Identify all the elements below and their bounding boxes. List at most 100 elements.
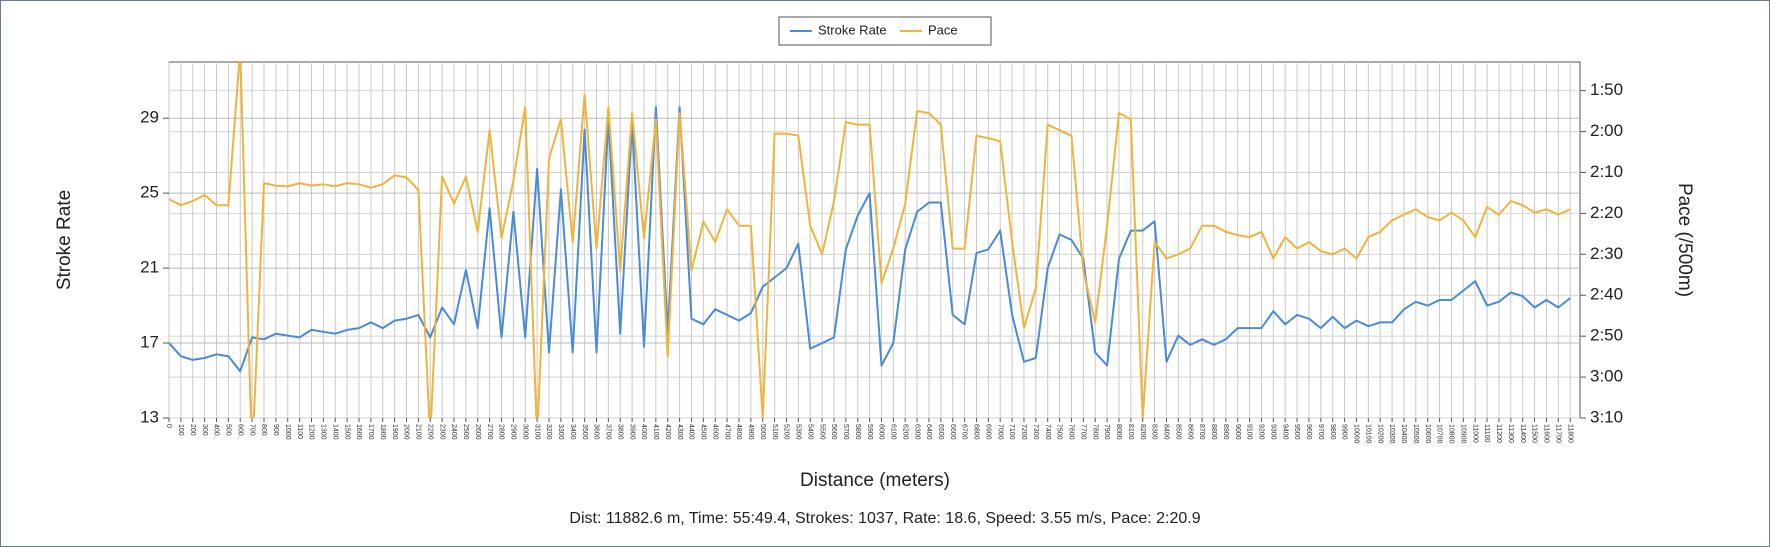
y2-tick-label: 2:20 bbox=[1590, 203, 1623, 222]
x-tick-label: 9600 bbox=[1305, 424, 1312, 440]
x-tick-label: 11600 bbox=[1543, 424, 1550, 443]
x-tick-label: 10500 bbox=[1412, 424, 1419, 444]
x-tick-label: 7100 bbox=[1008, 424, 1015, 440]
x-tick-label: 7400 bbox=[1044, 424, 1051, 440]
x-tick-label: 1500 bbox=[343, 424, 350, 440]
x-tick-label: 10000 bbox=[1353, 424, 1360, 444]
x-tick-label: 6100 bbox=[890, 424, 897, 440]
x-tick-label: 8700 bbox=[1198, 424, 1205, 440]
x-tick-label: 8200 bbox=[1139, 424, 1146, 440]
x-tick-label: 4300 bbox=[676, 424, 683, 440]
x-tick-label: 8100 bbox=[1127, 424, 1134, 440]
x-tick-label: 3300 bbox=[557, 424, 564, 440]
x-tick-label: 10100 bbox=[1364, 424, 1371, 444]
x-tick-label: 5300 bbox=[795, 424, 802, 440]
y2-tick-label: 2:00 bbox=[1590, 121, 1623, 140]
y2-tick-label: 2:10 bbox=[1590, 162, 1623, 181]
x-tick-label: 400 bbox=[213, 424, 220, 436]
x-tick-label: 8800 bbox=[1210, 424, 1217, 440]
x-tick-label: 5600 bbox=[830, 424, 837, 440]
x-tick-label: 11500 bbox=[1531, 424, 1538, 443]
y-tick-label: 25 bbox=[140, 183, 159, 202]
x-tick-label: 1900 bbox=[391, 424, 398, 440]
x-tick-label: 5000 bbox=[759, 424, 766, 440]
x-tick-label: 6200 bbox=[901, 424, 908, 440]
x-axis-label: Distance (meters) bbox=[800, 470, 950, 491]
x-tick-label: 700 bbox=[248, 424, 255, 436]
x-tick-label: 3500 bbox=[581, 424, 588, 440]
x-tick-label: 9500 bbox=[1293, 424, 1300, 440]
x-tick-label: 2700 bbox=[486, 424, 493, 440]
x-tick-label: 3600 bbox=[593, 424, 600, 440]
x-tick-label: 4000 bbox=[640, 424, 647, 440]
x-tick-label: 500 bbox=[225, 424, 232, 436]
y-tick-label: 17 bbox=[140, 333, 159, 352]
x-tick-label: 9700 bbox=[1317, 424, 1324, 440]
y2-tick-label: 3:00 bbox=[1590, 367, 1623, 386]
x-tick-label: 9000 bbox=[1234, 424, 1241, 440]
series-line bbox=[169, 62, 1571, 418]
x-tick-label: 10300 bbox=[1388, 424, 1395, 444]
x-tick-label: 6400 bbox=[925, 424, 932, 440]
x-tick-label: 10200 bbox=[1376, 424, 1383, 444]
x-tick-label: 200 bbox=[189, 424, 196, 436]
x-tick-label: 2900 bbox=[510, 424, 517, 440]
x-tick-label: 4200 bbox=[664, 424, 671, 440]
x-tick-label: 5200 bbox=[783, 424, 790, 440]
x-tick-label: 5800 bbox=[854, 424, 861, 440]
x-tick-label: 8500 bbox=[1174, 424, 1181, 440]
x-tick-label: 6900 bbox=[984, 424, 991, 440]
summary-note: Dist: 11882.6 m, Time: 55:49.4, Strokes:… bbox=[569, 510, 1200, 527]
x-tick-label: 800 bbox=[260, 424, 267, 436]
x-tick-label: 7300 bbox=[1032, 424, 1039, 440]
x-tick-label: 2000 bbox=[403, 424, 410, 440]
x-tick-label: 7900 bbox=[1103, 424, 1110, 440]
x-tick-label: 9100 bbox=[1246, 424, 1253, 440]
x-tick-label: 4100 bbox=[652, 424, 659, 440]
x-tick-label: 6700 bbox=[961, 424, 968, 440]
x-tick-label: 5400 bbox=[806, 424, 813, 440]
x-tick-label: 11000 bbox=[1471, 424, 1478, 443]
x-tick-label: 1000 bbox=[284, 424, 291, 440]
x-tick-label: 3700 bbox=[605, 424, 612, 440]
x-tick-label: 11400 bbox=[1519, 424, 1526, 443]
x-tick-label: 4900 bbox=[747, 424, 754, 440]
x-tick-label: 11700 bbox=[1554, 424, 1561, 443]
x-tick-label: 2500 bbox=[462, 424, 469, 440]
x-tick-label: 7500 bbox=[1056, 424, 1063, 440]
x-tick-label: 5100 bbox=[771, 424, 778, 440]
y2-tick-label: 2:40 bbox=[1590, 285, 1623, 304]
x-tick-label: 7700 bbox=[1079, 424, 1086, 440]
x-tick-label: 9400 bbox=[1281, 424, 1288, 440]
x-tick-label: 4600 bbox=[711, 424, 718, 440]
x-tick-label: 3400 bbox=[569, 424, 576, 440]
x-tick-label: 9800 bbox=[1329, 424, 1336, 440]
x-tick-label: 100 bbox=[177, 424, 184, 436]
x-tick-label: 6800 bbox=[973, 424, 980, 440]
x-tick-label: 7200 bbox=[1020, 424, 1027, 440]
grid bbox=[168, 62, 1580, 419]
x-tick-label: 4500 bbox=[700, 424, 707, 440]
x-tick-label: 6000 bbox=[878, 424, 885, 440]
legend-label: Stroke Rate bbox=[818, 22, 887, 37]
x-tick-label: 300 bbox=[201, 424, 208, 436]
x-tick-label: 5700 bbox=[842, 424, 849, 440]
x-tick-label: 8000 bbox=[1115, 424, 1122, 440]
y2-tick-label: 3:10 bbox=[1590, 407, 1623, 426]
x-tick-label: 11200 bbox=[1495, 424, 1502, 443]
x-tick-label: 1700 bbox=[367, 424, 374, 440]
x-tick-label: 6600 bbox=[949, 424, 956, 440]
x-tick-label: 3900 bbox=[628, 424, 635, 440]
y2-tick-label: 2:30 bbox=[1590, 244, 1623, 263]
y2-tick-label: 1:50 bbox=[1590, 80, 1623, 99]
x-tick-label: 10600 bbox=[1424, 424, 1431, 444]
x-tick-label: 6300 bbox=[913, 424, 920, 440]
x-tick-label: 11300 bbox=[1507, 424, 1514, 443]
x-tick-label: 5900 bbox=[866, 424, 873, 440]
x-tick-label: 7000 bbox=[996, 424, 1003, 440]
x-tick-label: 2100 bbox=[415, 424, 422, 440]
y-tick-label: 21 bbox=[140, 258, 159, 277]
x-tick-label: 8900 bbox=[1222, 424, 1229, 440]
x-tick-label: 3200 bbox=[545, 424, 552, 440]
x-tick-label: 1600 bbox=[355, 424, 362, 440]
